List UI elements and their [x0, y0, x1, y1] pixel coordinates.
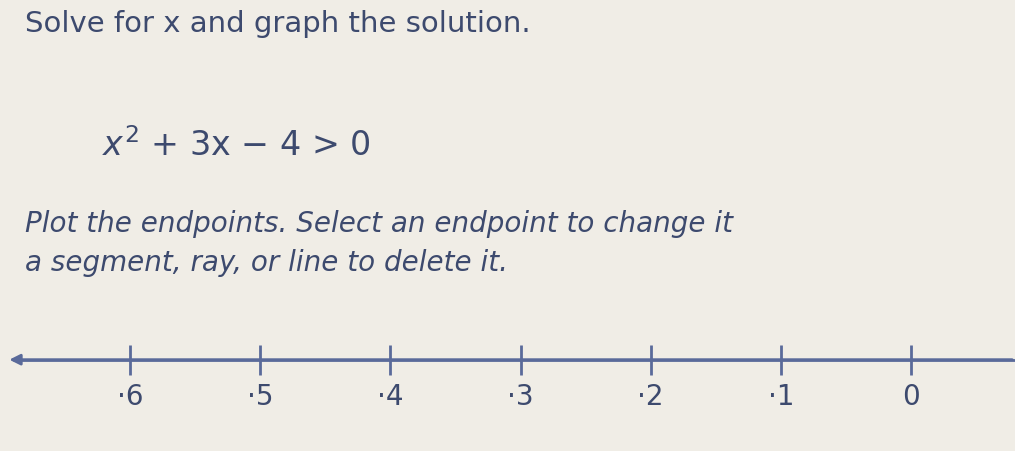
Text: ·2: ·2: [637, 382, 664, 411]
Text: ·3: ·3: [508, 382, 534, 411]
Text: Plot the endpoints. Select an endpoint to change it
a segment, ray, or line to d: Plot the endpoints. Select an endpoint t…: [25, 210, 734, 277]
Text: 0: 0: [902, 382, 920, 411]
Text: ·6: ·6: [117, 382, 143, 411]
Text: Solve for x and graph the solution.: Solve for x and graph the solution.: [25, 10, 531, 38]
Text: ·5: ·5: [247, 382, 273, 411]
Text: ·1: ·1: [767, 382, 794, 411]
Text: $x^2$ + 3x − 4 > 0: $x^2$ + 3x − 4 > 0: [102, 129, 370, 163]
Text: ·4: ·4: [378, 382, 404, 411]
